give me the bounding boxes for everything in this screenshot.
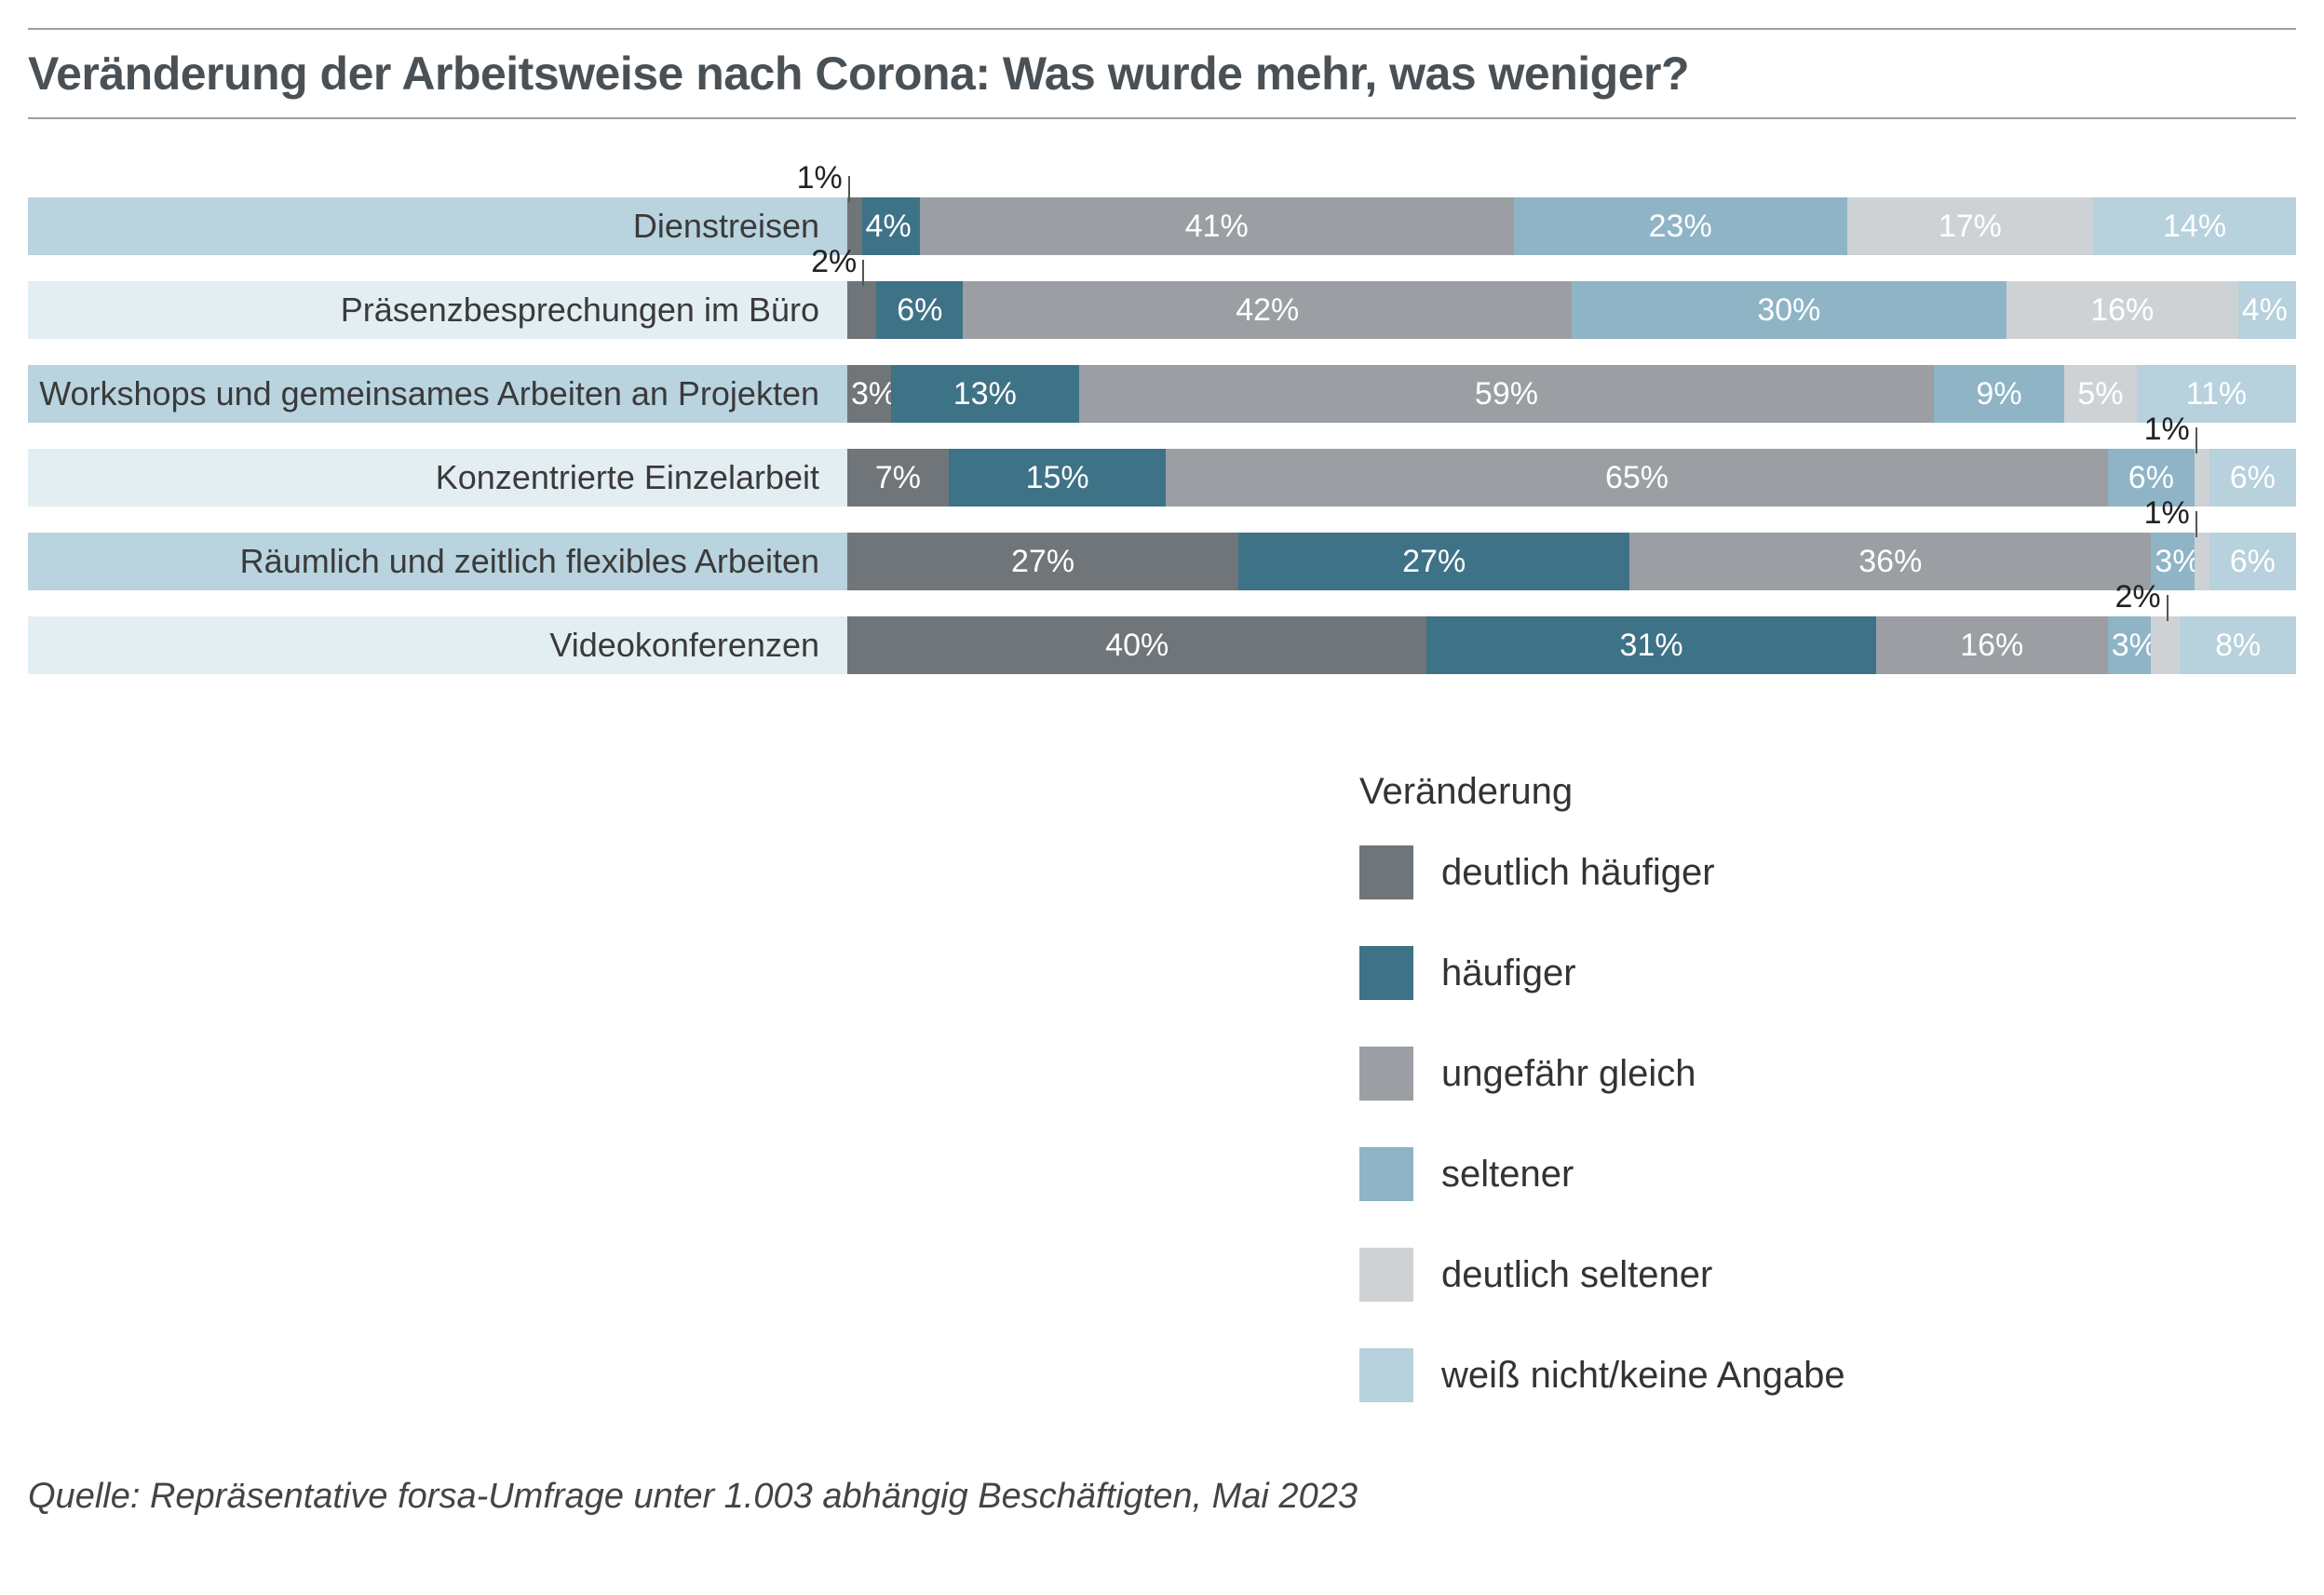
legend-swatch: [1359, 1047, 1413, 1101]
bar-segment: 6%: [2209, 533, 2296, 590]
legend-title: Veränderung: [1359, 771, 2296, 813]
chart-row: Workshops und gemeinsames Arbeiten an Pr…: [28, 352, 2296, 436]
bar-segment: 40%: [847, 616, 1426, 674]
legend-item: seltener: [1359, 1147, 2296, 1201]
legend-label: deutlich seltener: [1441, 1254, 1712, 1296]
legend-swatch: [1359, 845, 1413, 899]
row-label: Videokonferenzen: [28, 616, 847, 674]
bar-callout: 1%: [2144, 412, 2197, 448]
bar-area: 3%13%59%9%5%11%: [847, 365, 2296, 423]
legend-swatch: [1359, 1147, 1413, 1201]
bar-area: 27%27%36%3%1%6%: [847, 533, 2296, 590]
legend-label: seltener: [1441, 1154, 1574, 1196]
bar-segment: 4%: [2238, 281, 2296, 339]
bar-area: 2%6%42%30%16%4%: [847, 281, 2296, 339]
bar-segment: 23%: [1514, 197, 1847, 255]
bar-segment: 36%: [1629, 533, 2151, 590]
bar-segment: 16%: [1876, 616, 2108, 674]
bar-segment: 27%: [847, 533, 1238, 590]
legend-item: deutlich seltener: [1359, 1248, 2296, 1302]
row-label: Konzentrierte Einzelarbeit: [28, 449, 847, 507]
bar-segment: 16%: [2006, 281, 2238, 339]
bar-segment: 31%: [1426, 616, 1875, 674]
bar-segment: 13%: [891, 365, 1079, 423]
chart-row: Präsenzbesprechungen im Büro2%6%42%30%16…: [28, 268, 2296, 352]
bar-segment: 30%: [1572, 281, 2006, 339]
row-label: Workshops und gemeinsames Arbeiten an Pr…: [28, 365, 847, 423]
legend-items: deutlich häufiger häufiger ungefähr gleich…: [1359, 845, 2296, 1402]
bar-segment: 17%: [1847, 197, 2094, 255]
legend-label: häufiger: [1441, 953, 1576, 994]
bar-callout: 1%: [797, 160, 850, 196]
legend-swatch: [1359, 946, 1413, 1000]
bar-callout: 2%: [2115, 579, 2169, 615]
legend: Veränderung deutlich häufiger häufiger ung…: [1359, 771, 2296, 1402]
chart-page: Veränderung der Arbeitsweise nach Corona…: [0, 0, 2324, 1554]
row-label: Präsenzbesprechungen im Büro: [28, 281, 847, 339]
bar-segment: 14%: [2093, 197, 2296, 255]
bar-segment: 7%: [847, 449, 949, 507]
bar-segment: 6%: [876, 281, 963, 339]
row-label: Räumlich und zeitlich flexibles Arbeiten: [28, 533, 847, 590]
stacked-bar-chart: Dienstreisen1%4%41%23%17%14%Präsenzbespr…: [28, 184, 2296, 687]
bar-segment: 8%: [2180, 616, 2295, 674]
legend-label: deutlich häufiger: [1441, 852, 1715, 894]
legend-swatch: [1359, 1248, 1413, 1302]
bar-area: 40%31%16%3%2%8%: [847, 616, 2296, 674]
bar-area: 7%15%65%6%1%6%: [847, 449, 2296, 507]
bar-callout: 1%: [2144, 495, 2197, 532]
chart-row: Dienstreisen1%4%41%23%17%14%: [28, 184, 2296, 268]
bar-area: 1%4%41%23%17%14%: [847, 197, 2296, 255]
bar-segment: 15%: [949, 449, 1166, 507]
chart-row: Räumlich und zeitlich flexibles Arbeiten…: [28, 520, 2296, 603]
row-label: Dienstreisen: [28, 197, 847, 255]
legend-item: häufiger: [1359, 946, 2296, 1000]
bar-segment: [847, 281, 876, 339]
bar-segment: [2195, 533, 2209, 590]
legend-item: weiß nicht/keine Angabe: [1359, 1348, 2296, 1402]
bar-segment: 4%: [862, 197, 920, 255]
bar-callout: 2%: [811, 244, 864, 280]
bar-segment: 3%: [2108, 616, 2152, 674]
bar-segment: 42%: [963, 281, 1572, 339]
top-rule: [28, 28, 2296, 30]
chart-title: Veränderung der Arbeitsweise nach Corona…: [28, 47, 2296, 101]
chart-row: Konzentrierte Einzelarbeit7%15%65%6%1%6%: [28, 436, 2296, 520]
source-note: Quelle: Repräsentative forsa-Umfrage unt…: [28, 1477, 2296, 1517]
bar-segment: 9%: [1934, 365, 2064, 423]
title-rule: [28, 117, 2296, 119]
bar-segment: 6%: [2209, 449, 2296, 507]
bar-segment: 27%: [1238, 533, 1629, 590]
legend-label: ungefähr gleich: [1441, 1053, 1696, 1095]
bar-segment: 41%: [920, 197, 1514, 255]
chart-row: Videokonferenzen40%31%16%3%2%8%: [28, 603, 2296, 687]
legend-label: weiß nicht/keine Angabe: [1441, 1355, 1845, 1397]
legend-swatch: [1359, 1348, 1413, 1402]
bar-segment: 59%: [1079, 365, 1934, 423]
legend-item: deutlich häufiger: [1359, 845, 2296, 899]
bar-segment: 3%: [847, 365, 891, 423]
bar-segment: 5%: [2064, 365, 2137, 423]
bar-segment: 65%: [1166, 449, 2107, 507]
legend-item: ungefähr gleich: [1359, 1047, 2296, 1101]
bar-segment: [2151, 616, 2180, 674]
